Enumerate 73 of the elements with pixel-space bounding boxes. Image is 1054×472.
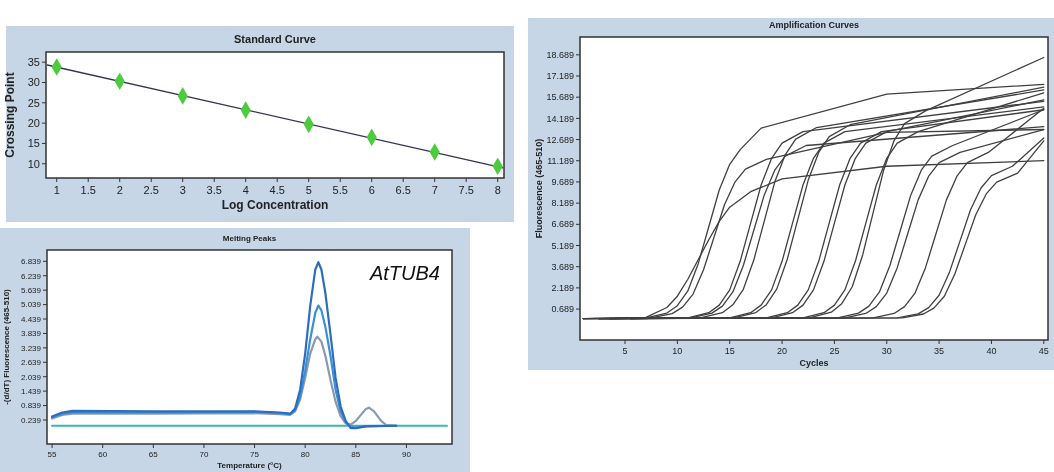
x-tick-label: 7.5 xyxy=(458,184,474,196)
x-tick-label: 4.5 xyxy=(269,184,285,196)
y-tick-label: 3.689 xyxy=(551,261,574,272)
y-tick-label: 5.639 xyxy=(20,285,42,295)
y-tick-label: 0.689 xyxy=(551,304,574,315)
chart-title: Melting Peaks xyxy=(222,234,277,243)
x-tick-label: 45 xyxy=(1038,346,1049,356)
y-tick-label: 0.839 xyxy=(20,401,42,411)
y-tick-label: 14.189 xyxy=(546,113,574,124)
x-tick-label: 85 xyxy=(351,450,361,459)
x-tick-label: 20 xyxy=(777,346,788,356)
x-tick-label: 75 xyxy=(250,450,260,459)
y-tick-label: 30 xyxy=(27,76,40,89)
chart-title: Standard Curve xyxy=(234,33,316,45)
x-tick-label: 5 xyxy=(622,346,628,356)
y-tick-label: 9.689 xyxy=(551,177,574,188)
y-tick-label: 15.689 xyxy=(546,92,574,103)
x-tick-label: 5.5 xyxy=(332,184,348,196)
x-tick-label: 3 xyxy=(179,184,186,196)
x-tick-label: 7 xyxy=(431,184,438,196)
x-tick-label: 55 xyxy=(47,450,58,459)
x-axis-title: Cycles xyxy=(799,358,829,368)
y-axis-title: Crossing Point xyxy=(3,72,17,158)
y-tick-label: 35 xyxy=(27,56,40,69)
x-tick-label: 25 xyxy=(829,346,840,356)
x-tick-label: 5 xyxy=(305,184,312,196)
y-axis-title: Fluorescence (465-510) xyxy=(534,138,544,239)
y-tick-label: 4.439 xyxy=(20,314,42,324)
x-tick-label: 35 xyxy=(934,346,945,356)
x-tick-label: 3.5 xyxy=(206,184,222,196)
x-tick-label: 70 xyxy=(199,450,209,459)
y-tick-label: 6.689 xyxy=(551,219,574,230)
x-tick-label: 8 xyxy=(494,184,501,196)
x-tick-label: 30 xyxy=(881,346,892,356)
y-tick-label: 3.239 xyxy=(20,343,42,353)
x-tick-label: 6 xyxy=(368,184,375,196)
x-axis-title: Temperature (°C) xyxy=(217,461,283,470)
x-tick-label: 1.5 xyxy=(80,184,96,196)
y-tick-label: 5.039 xyxy=(20,300,42,310)
y-tick-label: 2.039 xyxy=(20,372,42,382)
y-tick-label: 3.839 xyxy=(20,329,42,339)
y-tick-label: 1.439 xyxy=(20,386,42,396)
y-axis-title: -(d/dT) Fluorescence (465-510) xyxy=(2,288,11,405)
chart-title: Amplification Curves xyxy=(768,20,860,30)
y-tick-label: 12.689 xyxy=(546,134,574,145)
y-tick-label: 2.639 xyxy=(20,358,42,368)
y-tick-label: 11.189 xyxy=(547,155,574,166)
x-tick-label: 80 xyxy=(300,450,311,459)
y-tick-label: 5.189 xyxy=(551,240,574,251)
y-tick-label: 17.189 xyxy=(546,71,574,82)
x-tick-label: 90 xyxy=(401,450,412,459)
y-tick-label: 15 xyxy=(27,137,40,150)
y-tick-label: 6.839 xyxy=(20,257,42,267)
y-tick-label: 10 xyxy=(27,157,40,170)
x-tick-label: 60 xyxy=(98,450,108,459)
x-tick-label: 4 xyxy=(242,184,249,196)
y-tick-label: 6.239 xyxy=(20,271,42,281)
x-tick-label: 40 xyxy=(986,346,997,356)
y-tick-label: 2.189 xyxy=(551,283,574,294)
x-tick-label: 1 xyxy=(53,184,60,196)
x-tick-label: 65 xyxy=(148,450,159,459)
y-tick-label: 25 xyxy=(27,96,40,109)
x-axis-title: Log Concentration xyxy=(221,198,329,212)
x-tick-label: 6.5 xyxy=(395,184,411,196)
x-tick-label: 15 xyxy=(724,346,735,356)
y-tick-label: 20 xyxy=(27,116,40,129)
x-tick-label: 2.5 xyxy=(143,184,159,196)
x-tick-label: 2 xyxy=(116,184,123,196)
y-tick-label: 8.189 xyxy=(551,198,574,209)
y-tick-label: 18.689 xyxy=(546,49,574,60)
annotation: AtTUB4 xyxy=(368,262,440,284)
x-tick-label: 10 xyxy=(672,346,683,356)
y-tick-label: 0.239 xyxy=(20,415,42,425)
